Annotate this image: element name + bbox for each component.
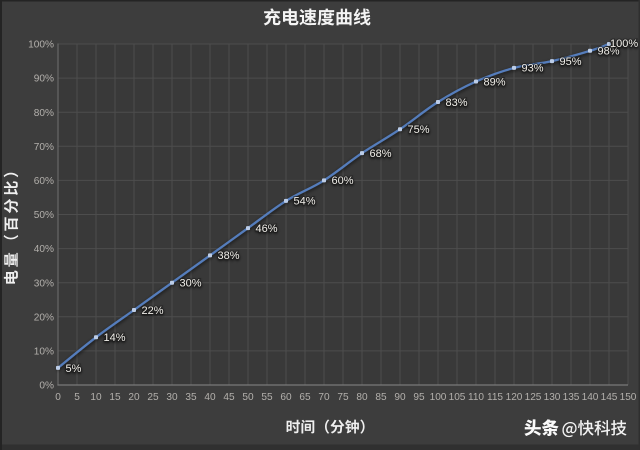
svg-text:100: 100 (430, 392, 447, 403)
svg-text:5%: 5% (66, 363, 82, 375)
svg-text:35: 35 (185, 392, 197, 403)
svg-text:25: 25 (147, 392, 159, 403)
svg-text:90: 90 (394, 392, 406, 403)
svg-text:0%: 0% (39, 381, 54, 392)
svg-text:115: 115 (487, 392, 503, 403)
svg-text:46%: 46% (256, 223, 278, 235)
svg-text:98%: 98% (598, 46, 620, 58)
svg-text:54%: 54% (294, 196, 316, 208)
svg-text:30: 30 (166, 392, 178, 403)
svg-text:68%: 68% (370, 148, 392, 160)
svg-text:40: 40 (204, 392, 216, 403)
svg-text:125: 125 (525, 392, 542, 403)
svg-text:80: 80 (356, 392, 368, 403)
svg-text:100%: 100% (28, 40, 54, 51)
svg-text:135: 135 (563, 392, 580, 403)
svg-text:80%: 80% (34, 108, 54, 119)
svg-text:145: 145 (601, 392, 618, 403)
svg-text:20: 20 (128, 392, 140, 403)
svg-text:50: 50 (242, 392, 254, 403)
svg-text:150: 150 (620, 392, 637, 403)
svg-text:110: 110 (468, 392, 484, 403)
svg-text:83%: 83% (446, 97, 468, 109)
svg-text:50%: 50% (34, 210, 54, 221)
svg-text:40%: 40% (34, 244, 54, 255)
svg-text:89%: 89% (484, 76, 506, 88)
svg-text:65: 65 (299, 392, 311, 403)
svg-text:5: 5 (74, 392, 80, 403)
svg-text:10: 10 (90, 392, 102, 403)
svg-text:75: 75 (337, 392, 349, 403)
svg-text:95%: 95% (560, 56, 582, 68)
svg-text:75%: 75% (408, 124, 430, 136)
svg-text:105: 105 (449, 392, 466, 403)
svg-text:0: 0 (55, 392, 61, 403)
svg-text:140: 140 (582, 392, 599, 403)
svg-text:38%: 38% (218, 250, 240, 262)
svg-text:85: 85 (375, 392, 387, 403)
svg-text:70: 70 (318, 392, 330, 403)
svg-text:90%: 90% (34, 74, 54, 85)
svg-text:30%: 30% (180, 278, 202, 290)
svg-text:45: 45 (223, 392, 235, 403)
svg-text:130: 130 (544, 392, 561, 403)
svg-text:10%: 10% (34, 347, 54, 358)
svg-text:22%: 22% (142, 305, 164, 317)
svg-text:93%: 93% (522, 63, 544, 75)
svg-text:100%: 100% (610, 38, 638, 50)
svg-text:70%: 70% (34, 142, 54, 153)
svg-text:30%: 30% (34, 278, 54, 289)
svg-text:95: 95 (413, 392, 425, 403)
svg-text:55: 55 (261, 392, 273, 403)
svg-text:20%: 20% (34, 312, 54, 323)
svg-text:60%: 60% (34, 176, 54, 187)
svg-text:15: 15 (109, 392, 121, 403)
svg-text:14%: 14% (104, 332, 126, 344)
svg-text:60%: 60% (332, 175, 354, 187)
svg-text:120: 120 (506, 392, 523, 403)
svg-text:60: 60 (280, 392, 292, 403)
